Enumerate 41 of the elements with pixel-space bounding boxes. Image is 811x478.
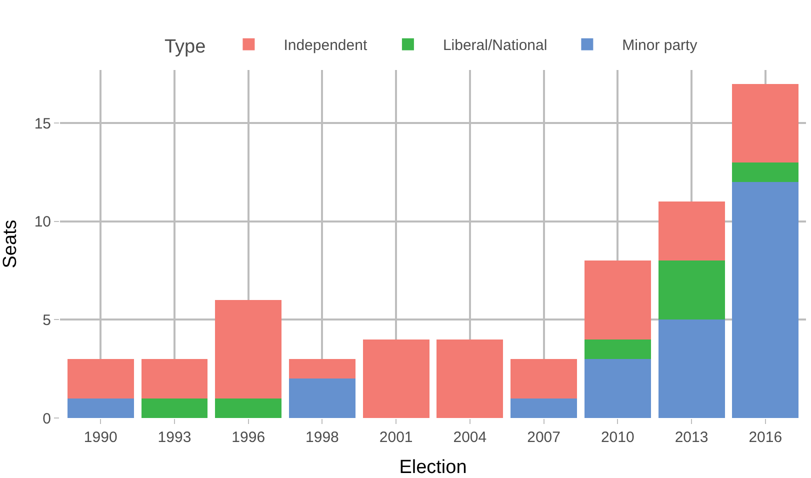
bar [510, 398, 578, 418]
legend-label: Liberal/National [442, 37, 548, 54]
y-tick-label: 15 [34, 115, 51, 132]
y-axis-title: Seats [0, 220, 21, 268]
x-tick-label: 2007 [527, 429, 560, 446]
bar [658, 260, 725, 320]
bar [215, 300, 282, 398]
y-tick-label: 0 [42, 410, 51, 428]
x-tick-label: 1990 [84, 429, 118, 446]
bar [67, 359, 134, 398]
y-tick-label: 5 [42, 312, 51, 329]
bar [732, 182, 799, 418]
x-tick-label: 2001 [379, 429, 413, 446]
x-axis-title: Election [399, 457, 467, 478]
bar [141, 398, 208, 418]
bar [584, 359, 651, 418]
bar [215, 398, 282, 418]
bar [67, 398, 134, 418]
bar [288, 359, 356, 379]
bar [584, 260, 651, 340]
bar [362, 339, 430, 418]
x-tick-label: 2013 [674, 429, 708, 446]
x-tick-label: 2010 [600, 429, 634, 446]
x-tick-label: 1993 [158, 429, 192, 446]
bar [658, 202, 725, 261]
bar [732, 162, 799, 182]
bar [584, 339, 651, 360]
bar [288, 378, 356, 418]
x-tick-label: 1998 [306, 429, 339, 446]
bar [658, 320, 725, 418]
legend-title: Type [164, 36, 206, 58]
x-tick-label: 1996 [232, 429, 266, 446]
legend-label: Independent [284, 37, 368, 54]
bar [510, 359, 578, 398]
bar [732, 84, 799, 162]
bar [141, 359, 208, 398]
y-tick-label: 10 [34, 214, 51, 231]
legend-label: Minor party [622, 37, 698, 54]
x-tick-label: 2004 [453, 429, 487, 446]
bar [436, 339, 504, 418]
x-tick-label: 2016 [748, 429, 782, 446]
